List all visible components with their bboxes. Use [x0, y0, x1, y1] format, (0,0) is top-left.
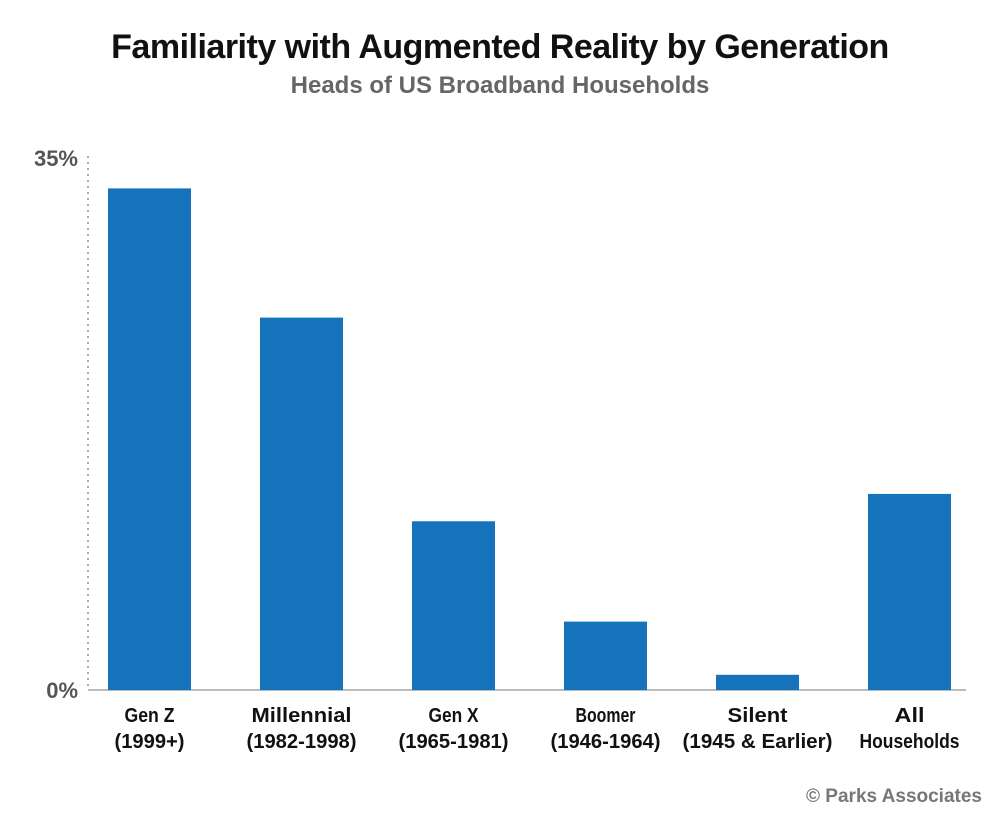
copyright-credit: © Parks Associates — [806, 786, 982, 807]
x-tick-label: (1965-1981) — [399, 731, 509, 753]
chart-subtitle: Heads of US Broadband Households — [290, 72, 710, 99]
x-tick-label: Millennial — [252, 705, 352, 727]
x-tick-label: (1945 & Earlier) — [683, 731, 833, 753]
x-tick-label: All — [895, 705, 925, 727]
x-tick-label: (1982-1998) — [247, 731, 357, 753]
x-tick-label: Gen Z — [125, 705, 175, 727]
bar-5 — [868, 493, 951, 690]
bar-1 — [260, 317, 343, 690]
y-tick-label: 35% — [34, 146, 78, 171]
bar-2 — [412, 521, 495, 690]
x-tick-label: Gen X — [429, 705, 480, 727]
chart-title: Familiarity with Augmented Reality by Ge… — [111, 28, 889, 66]
x-tick-label: Households — [860, 731, 960, 753]
x-tick-label: (1946-1964) — [551, 731, 661, 753]
x-tick-label: Silent — [728, 705, 788, 727]
y-tick-label: 0% — [46, 678, 78, 703]
x-tick-label: (1999+) — [115, 731, 185, 753]
bar-4 — [716, 674, 799, 690]
bar-3 — [564, 621, 647, 690]
bar-0 — [108, 188, 191, 690]
x-tick-label: Boomer — [576, 705, 636, 727]
